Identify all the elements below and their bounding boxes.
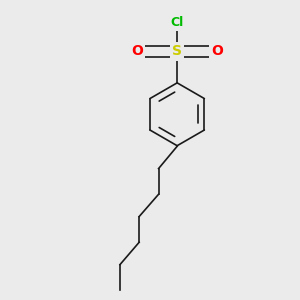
Text: Cl: Cl [170,16,184,29]
Text: S: S [172,44,182,58]
Text: O: O [131,44,143,58]
Text: O: O [211,44,223,58]
